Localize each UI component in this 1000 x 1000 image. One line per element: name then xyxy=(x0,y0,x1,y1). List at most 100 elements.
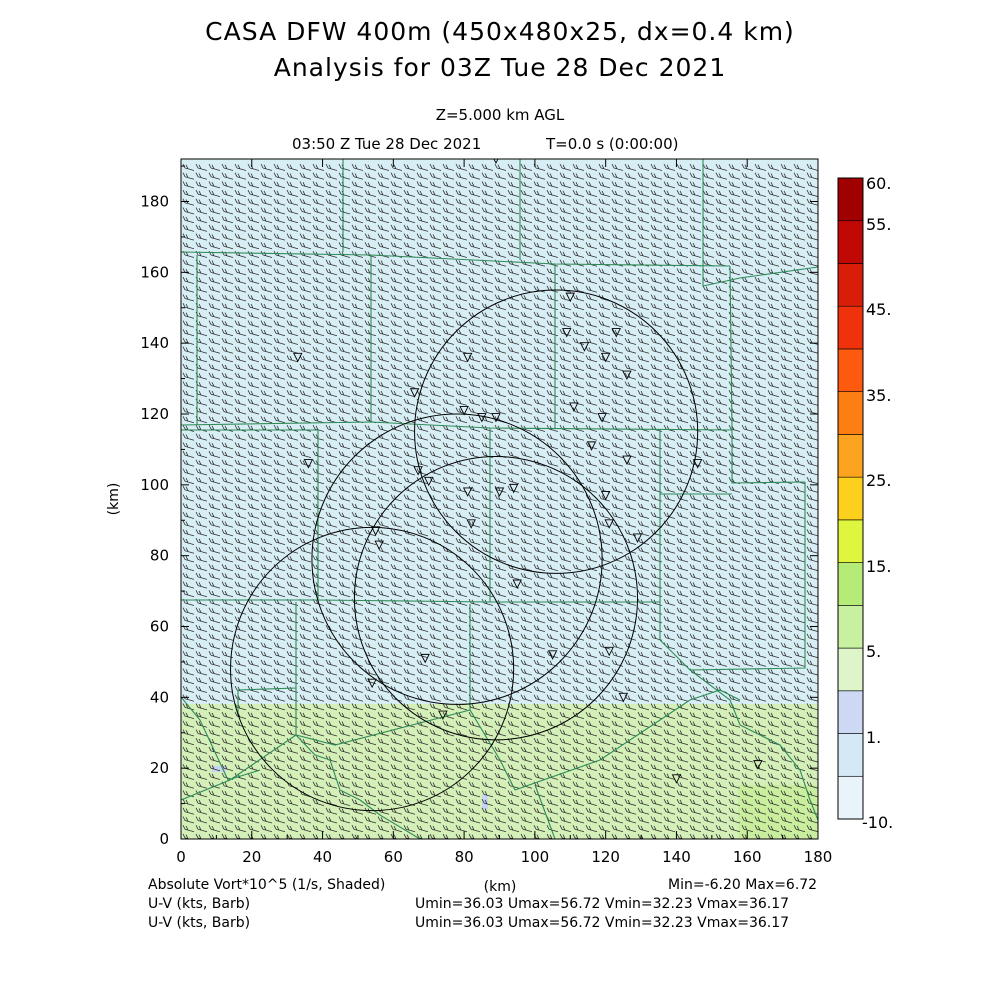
county-line xyxy=(514,689,741,791)
y-axis-tick-labels: 0 20 40 60 80 100 120 140 160 180 xyxy=(140,193,169,849)
station-marker-icon xyxy=(600,352,611,363)
x-tick-label: 160 xyxy=(733,848,762,866)
colorbar-label: 35. xyxy=(866,386,891,405)
station-marker-icon xyxy=(370,526,381,536)
colorbar-segment xyxy=(837,647,864,692)
county-line xyxy=(689,482,806,671)
x-tick-label: 0 xyxy=(176,848,186,866)
station-marker-icon xyxy=(562,328,572,338)
field-description-wind-1: U-V (kts, Barb) xyxy=(148,896,251,912)
colorbar-label: -10. xyxy=(862,813,893,832)
county-line xyxy=(702,159,818,287)
station-marker-icon xyxy=(579,342,590,352)
station-marker-icon xyxy=(438,710,448,721)
station-marker-icon xyxy=(512,579,522,590)
colorbar-segment xyxy=(837,177,864,222)
station-marker-icon xyxy=(462,487,473,497)
station-marker-icon xyxy=(367,678,377,689)
x-tick-label: 100 xyxy=(521,848,550,866)
y-tick-label: 120 xyxy=(140,405,169,423)
level-label: Z=5.000 km AGL xyxy=(435,106,565,124)
x-tick-label: 60 xyxy=(384,848,403,866)
station-marker-icon xyxy=(293,352,303,363)
radar-range-ring xyxy=(311,413,603,705)
county-line xyxy=(181,599,660,603)
station-marker-icon xyxy=(632,533,643,543)
x-tick-label: 40 xyxy=(313,848,332,866)
x-tick-label: 180 xyxy=(804,848,833,866)
colorbar-label: 25. xyxy=(866,471,891,490)
county-line xyxy=(181,696,261,781)
y-tick-label: 60 xyxy=(150,618,169,636)
colorbar-label: 1. xyxy=(866,728,881,747)
station-marker-icon xyxy=(494,487,505,497)
station-marker-icon xyxy=(420,653,430,664)
x-tick-label: 80 xyxy=(455,848,474,866)
y-tick-label: 100 xyxy=(140,476,169,494)
field-description-vorticity: Absolute Vort*10^5 (1/s, Shaded) xyxy=(148,877,386,893)
station-marker-icon xyxy=(374,540,384,551)
field-stats-vorticity: Min=-6.20 Max=6.72 xyxy=(668,877,818,893)
station-marker-icon xyxy=(303,459,314,469)
station-marker-icon xyxy=(753,760,763,770)
station-marker-icon xyxy=(459,406,469,416)
station-marker-icon xyxy=(423,476,434,487)
x-tick-label: 20 xyxy=(242,848,261,866)
vorticity-patch-small xyxy=(482,795,488,809)
colorbar-label: 5. xyxy=(866,642,881,661)
colorbar xyxy=(837,177,864,820)
station-marker-icon xyxy=(692,459,703,469)
station-marker-icon xyxy=(622,455,632,466)
station-marker-icon xyxy=(466,519,476,529)
vorticity-patch xyxy=(738,785,818,839)
radar-range-ring xyxy=(353,456,639,741)
station-marker-icon xyxy=(622,370,632,381)
station-marker-icon xyxy=(611,328,622,338)
colorbar-segment xyxy=(837,220,864,264)
county-boundaries xyxy=(181,159,818,839)
colorbar-segment xyxy=(837,562,864,606)
y-tick-label: 80 xyxy=(150,547,169,565)
station-marker-icon xyxy=(491,413,501,423)
x-tick-label: 140 xyxy=(662,848,691,866)
colorbar-segment xyxy=(837,305,864,350)
station-marker-icon xyxy=(477,413,487,423)
y-tick-label: 20 xyxy=(150,759,169,777)
colorbar-label: 45. xyxy=(866,300,891,319)
colorbar-segment xyxy=(837,605,864,649)
colorbar-segment xyxy=(837,775,864,820)
colorbar-segment xyxy=(837,690,864,734)
station-marker-icon xyxy=(586,441,597,451)
title-line-2: Analysis for 03Z Tue 28 Dec 2021 xyxy=(273,53,727,82)
county-line xyxy=(181,251,731,267)
colorbar-label: 60. xyxy=(866,174,891,193)
radar-stations xyxy=(293,159,763,784)
station-marker-icon xyxy=(618,692,629,703)
station-marker-icon xyxy=(547,650,558,660)
county-line xyxy=(359,799,421,839)
field-stats-wind-2: Umin=36.03 Umax=56.72 Vmin=32.23 Vmax=36… xyxy=(415,915,790,931)
station-marker-icon xyxy=(569,402,579,412)
county-line xyxy=(181,709,516,801)
y-tick-label: 40 xyxy=(150,688,169,706)
colorbar-segment xyxy=(837,519,864,563)
station-marker-icon xyxy=(462,352,473,363)
county-line xyxy=(181,421,733,431)
station-marker-icon xyxy=(604,519,614,529)
x-axis-label: (km) xyxy=(484,879,517,895)
colorbar-segment xyxy=(837,733,864,777)
station-marker-icon xyxy=(597,413,607,423)
vorticity-shading-upper xyxy=(181,159,818,704)
y-tick-label: 160 xyxy=(140,263,169,281)
valid-time-label: 03:50 Z Tue 28 Dec 2021 xyxy=(292,135,482,153)
colorbar-segment xyxy=(837,263,864,307)
colorbar-frame xyxy=(837,177,864,820)
station-marker-icon xyxy=(600,491,611,501)
field-stats-wind-1: Umin=36.03 Umax=56.72 Vmin=32.23 Vmax=36… xyxy=(415,896,790,912)
county-line xyxy=(729,265,806,484)
colorbar-segment xyxy=(837,391,864,435)
county-line xyxy=(659,602,818,821)
colorbar-label: 15. xyxy=(866,557,891,576)
radar-range-ring xyxy=(414,289,699,574)
vorticity-patch-small xyxy=(212,766,226,772)
